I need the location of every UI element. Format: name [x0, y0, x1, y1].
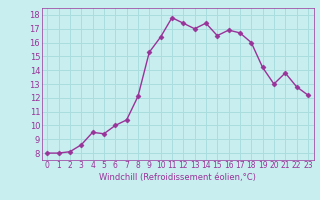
X-axis label: Windchill (Refroidissement éolien,°C): Windchill (Refroidissement éolien,°C): [99, 173, 256, 182]
